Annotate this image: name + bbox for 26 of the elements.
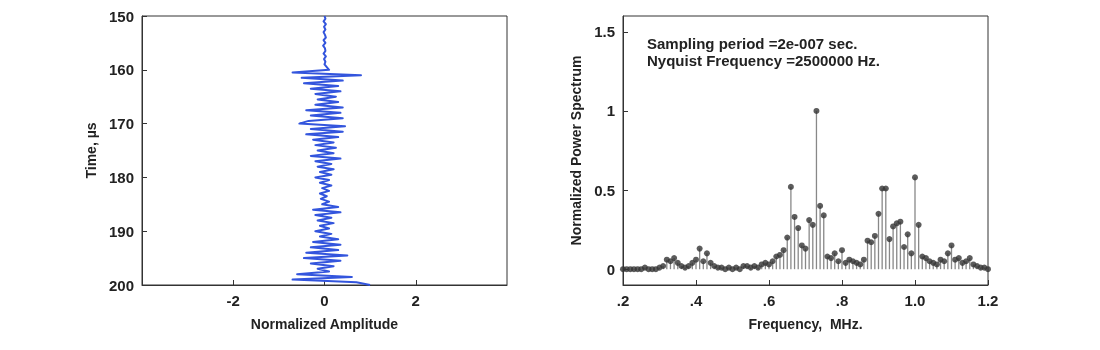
x-axis-title: Normalized Amplitude — [250, 316, 399, 332]
x-tick-label: 0 — [320, 292, 329, 309]
annotation: Nyquist Frequency =2500000 Hz. — [647, 52, 881, 69]
y-tick-label: 0.5 — [594, 181, 615, 199]
x-tick-label: 1.0 — [904, 292, 926, 309]
x-tick-label: 2 — [411, 292, 420, 309]
x-tick-label: .4 — [689, 292, 703, 309]
x-tick-label: 1.2 — [977, 292, 999, 309]
y-axis-title: Normalized Power Spectrum — [568, 55, 585, 246]
y-tick-label: 180 — [108, 168, 134, 186]
x-tick-label: -2 — [226, 292, 240, 309]
y-tick-label: 1 — [606, 102, 615, 120]
x-tick-label: .6 — [762, 292, 776, 309]
y-tick-label: 1.5 — [594, 23, 615, 41]
y-tick-label: 170 — [108, 115, 134, 133]
y-tick-label: 150 — [108, 7, 134, 25]
y-tick-label: 0 — [606, 260, 615, 278]
y-tick-label: 190 — [108, 222, 134, 240]
annotation: Sampling period =2e-007 sec. — [647, 35, 858, 52]
x-tick-label: .2 — [616, 292, 630, 309]
line-series — [291, 15, 372, 286]
x-tick-label: .8 — [835, 292, 849, 309]
y-tick-label: 160 — [108, 61, 134, 79]
y-axis-title: Time, µs — [83, 122, 100, 179]
x-axis-title: Frequency, MHz. — [748, 316, 863, 332]
y-tick-label: 200 — [108, 276, 134, 294]
